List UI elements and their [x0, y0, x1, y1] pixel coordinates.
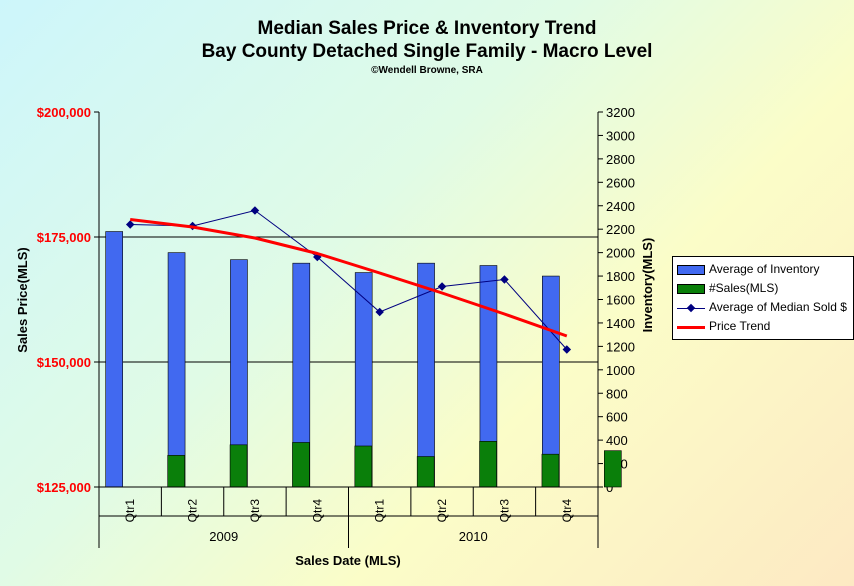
y-right-tick-label: 2800: [606, 152, 635, 167]
bar-sales: [354, 445, 373, 488]
bar-sales: [229, 444, 248, 488]
y-right-tick-label: 2600: [606, 175, 635, 190]
bar-sales: [479, 440, 497, 488]
chart-credit: ©Wendell Browne, SRA: [371, 65, 483, 76]
y-left-axis-title: Sales Price(MLS): [15, 247, 30, 353]
x-group-label: 2009: [209, 529, 238, 544]
bar-inventory: [105, 231, 123, 488]
x-tick-label: Qtr3: [248, 499, 262, 523]
legend-swatch: [677, 303, 705, 313]
x-group-label: 2010: [459, 529, 488, 544]
legend-label: Price Trend: [709, 319, 771, 333]
y-right-tick-label: 2000: [606, 246, 635, 261]
legend-label: Average of Inventory: [709, 262, 820, 276]
bar-sales: [541, 453, 560, 488]
y-right-tick-label: 3000: [606, 128, 635, 143]
x-axis-title: Sales Date (MLS): [295, 553, 400, 568]
data-point: [250, 206, 260, 215]
y-right-tick-label: 800: [606, 386, 628, 401]
series-line: [130, 209, 568, 350]
data-point: [125, 220, 135, 229]
y-left-tick-label: $175,000: [37, 230, 91, 245]
y-right-tick-label: 2400: [606, 199, 635, 214]
data-point: [375, 307, 384, 317]
y-right-tick-label: 1000: [606, 363, 635, 378]
x-tick-label: Qtr2: [435, 499, 449, 523]
y-left-tick-label: $125,000: [37, 480, 91, 495]
y-right-tick-label: 0: [606, 480, 613, 495]
y-right-tick-label: 400: [606, 433, 628, 448]
y-left-tick-label: $150,000: [37, 355, 91, 370]
y-right-axis-title: Inventory(MLS): [640, 238, 655, 333]
x-tick-label: Qtr4: [560, 499, 574, 523]
bar-sales: [416, 456, 435, 488]
bar-inventory: [167, 252, 186, 488]
legend-label: Average of Median Sold $: [709, 300, 847, 314]
data-point: [562, 345, 572, 354]
legend-swatch: [677, 265, 705, 275]
legend-swatch: [677, 284, 705, 294]
data-point: [500, 275, 509, 284]
y-right-tick-label: 600: [606, 410, 628, 425]
y-right-tick-label: 1200: [606, 339, 635, 354]
y-right-tick-label: 2200: [606, 222, 635, 237]
y-right-tick-label: 1800: [606, 269, 635, 284]
legend-marker: [686, 303, 696, 313]
x-tick-label: Qtr1: [373, 499, 387, 523]
legend-swatch: [677, 326, 705, 329]
x-tick-label: Qtr2: [186, 499, 200, 523]
bar-sales: [167, 455, 185, 488]
x-tick-label: Qtr3: [497, 499, 511, 523]
legend: Average of Inventory #Sales(MLS) Average o…: [672, 256, 854, 340]
bar-sales: [604, 450, 622, 488]
x-tick-label: Qtr1: [123, 499, 137, 523]
y-left-tick-label: $200,000: [37, 105, 91, 120]
bar-sales: [292, 442, 310, 488]
legend-label: #Sales(MLS): [709, 281, 779, 295]
bar-inventory: [417, 262, 435, 488]
x-tick-label: Qtr4: [310, 499, 324, 523]
y-right-tick-label: 1600: [606, 293, 635, 308]
trendline: [130, 218, 568, 338]
chart-subtitle: Bay County Detached Single Family - Macr…: [201, 41, 653, 62]
chart-title: Median Sales Price & Inventory Trend: [257, 18, 597, 39]
data-point: [437, 282, 447, 291]
y-right-tick-label: 3200: [606, 105, 635, 120]
y-right-tick-label: 1400: [606, 316, 635, 331]
